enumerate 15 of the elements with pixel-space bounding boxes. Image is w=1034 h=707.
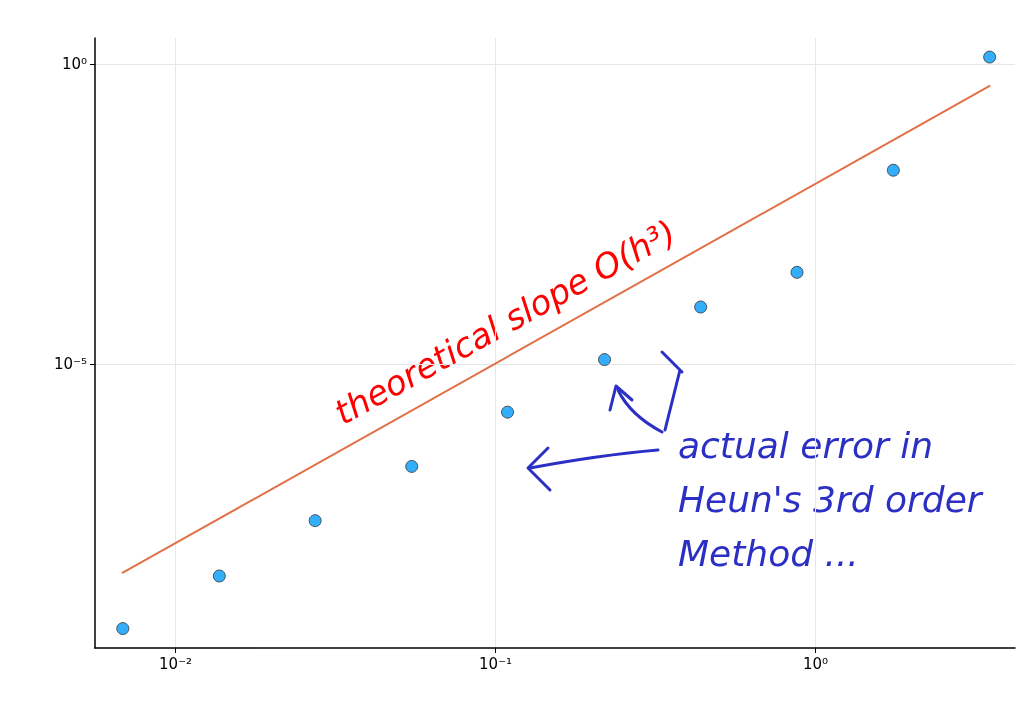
y-tick-label: 10⁻⁵ (53, 355, 87, 374)
point (790, 265, 804, 279)
point (308, 514, 322, 528)
point (694, 300, 708, 314)
point (116, 622, 130, 636)
point (501, 405, 515, 419)
x-tick-label: 10⁻¹ (479, 654, 513, 673)
point (886, 163, 900, 177)
point (212, 569, 226, 583)
x-tick-label: 10⁻² (159, 654, 193, 673)
point (983, 50, 997, 64)
point (405, 459, 419, 473)
x-tick-label: 10⁰ (803, 654, 829, 673)
annotation: actual error in Heun's 3rd order Method ... (678, 424, 994, 574)
point (598, 353, 612, 367)
